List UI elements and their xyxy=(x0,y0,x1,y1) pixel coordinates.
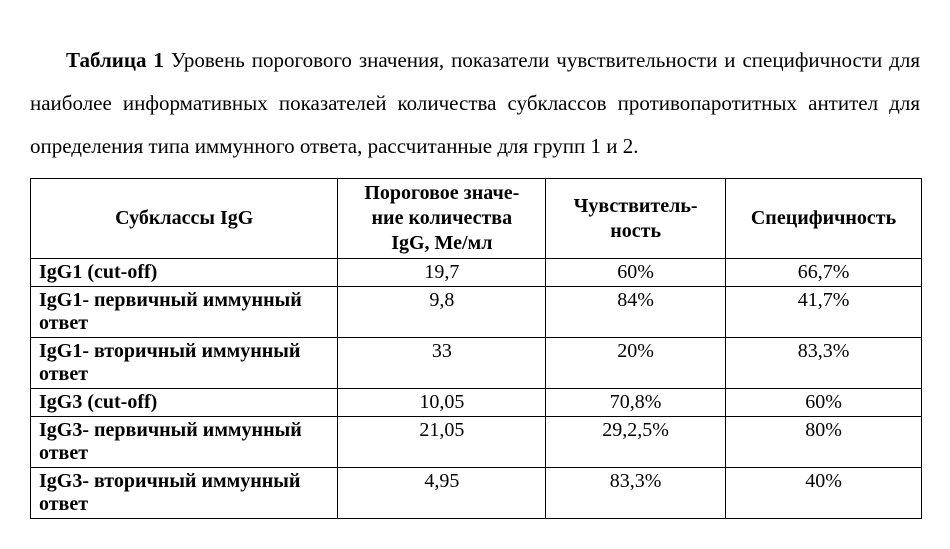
cell-sensitivity: 70,8% xyxy=(546,389,726,417)
cell-sensitivity: 20% xyxy=(546,338,726,389)
col-header-subclass: Субклассы IgG xyxy=(31,179,338,259)
cell-specificity: 40% xyxy=(726,468,922,519)
cell-sensitivity: 83,3% xyxy=(546,468,726,519)
cell-sensitivity: 60% xyxy=(546,259,726,287)
table-header-row: Субклассы IgG Пороговое значе-ние количе… xyxy=(31,179,922,259)
igg-table: Субклассы IgG Пороговое значе-ние количе… xyxy=(30,178,922,519)
col-header-specificity: Специфичность xyxy=(726,179,922,259)
table-row: IgG3 (cut-off) 10,05 70,8% 60% xyxy=(31,389,922,417)
table-row: IgG3- вторичный иммунныйответ 4,95 83,3%… xyxy=(31,468,922,519)
cell-specificity: 66,7% xyxy=(726,259,922,287)
cell-sensitivity: 84% xyxy=(546,287,726,338)
cell-threshold: 33 xyxy=(338,338,546,389)
cell-specificity: 80% xyxy=(726,417,922,468)
table-row: IgG1- вторичный иммунныйответ 33 20% 83,… xyxy=(31,338,922,389)
cell-subclass: IgG1- первичный иммунныйответ xyxy=(31,287,338,338)
cell-subclass: IgG1 (cut-off) xyxy=(31,259,338,287)
cell-specificity: 41,7% xyxy=(726,287,922,338)
cell-subclass: IgG1- вторичный иммунныйответ xyxy=(31,338,338,389)
cell-subclass: IgG3- вторичный иммунныйответ xyxy=(31,468,338,519)
document-page: Таблица 1 Уровень порогового значения, п… xyxy=(0,0,950,549)
cell-threshold: 10,05 xyxy=(338,389,546,417)
cell-threshold: 19,7 xyxy=(338,259,546,287)
cell-subclass: IgG3 (cut-off) xyxy=(31,389,338,417)
cell-subclass: IgG3- первичный иммунныйответ xyxy=(31,417,338,468)
cell-sensitivity: 29,2,5% xyxy=(546,417,726,468)
cell-threshold: 9,8 xyxy=(338,287,546,338)
table-caption-label: Таблица 1 xyxy=(66,48,164,72)
cell-specificity: 60% xyxy=(726,389,922,417)
cell-specificity: 83,3% xyxy=(726,338,922,389)
table-row: IgG3- первичный иммунныйответ 21,05 29,2… xyxy=(31,417,922,468)
table-caption: Таблица 1 Уровень порогового значения, п… xyxy=(30,39,920,168)
cell-threshold: 4,95 xyxy=(338,468,546,519)
table-row: IgG1- первичный иммунныйответ 9,8 84% 41… xyxy=(31,287,922,338)
table-row: IgG1 (cut-off) 19,7 60% 66,7% xyxy=(31,259,922,287)
table-caption-text: Уровень порогового значения, показатели … xyxy=(30,48,920,158)
col-header-threshold: Пороговое значе-ние количестваIgG, Ме/мл xyxy=(338,179,546,259)
table-body: IgG1 (cut-off) 19,7 60% 66,7% IgG1- перв… xyxy=(31,259,922,519)
cell-threshold: 21,05 xyxy=(338,417,546,468)
col-header-sensitivity: Чувствитель-ность xyxy=(546,179,726,259)
